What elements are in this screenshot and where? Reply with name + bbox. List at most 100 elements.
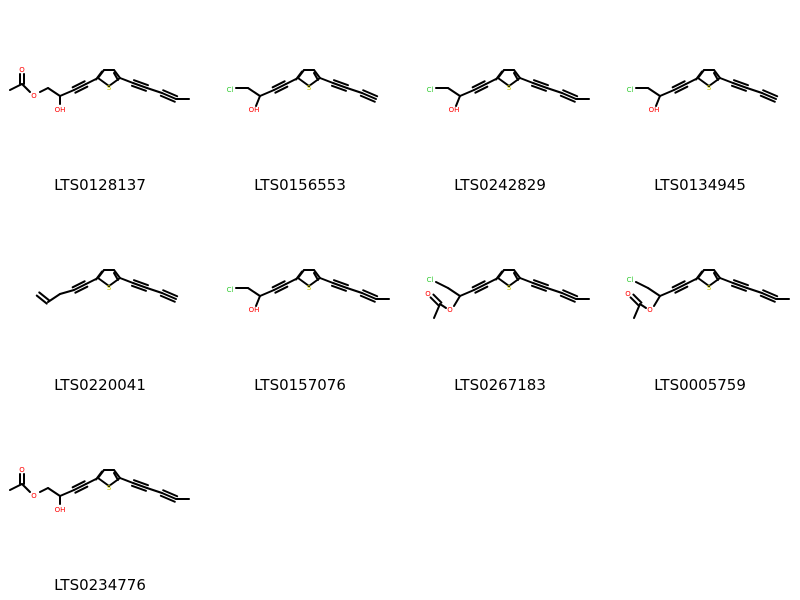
triple-bond [471, 80, 486, 89]
triple-bond [732, 282, 748, 289]
ring-double-bond [713, 272, 719, 281]
molecule-id-label: LTS0156553 [254, 176, 346, 194]
methyl-bond [433, 303, 441, 319]
methyl-bond [9, 483, 23, 491]
triple-bond [271, 280, 286, 289]
single-bond [685, 77, 699, 85]
sulfur-atom: S [507, 84, 512, 92]
chlorine-label: Cl [427, 86, 434, 94]
sulfur-atom: S [107, 84, 112, 92]
triple-bond [671, 280, 686, 289]
single-bond [685, 277, 699, 285]
triple-bond [162, 489, 179, 498]
ring-double-bond [113, 472, 119, 481]
triple-bond [471, 280, 486, 289]
triple-bond [273, 283, 287, 291]
single-bond [59, 489, 75, 497]
triple-bond [362, 289, 379, 298]
ring-bond [497, 277, 510, 287]
triple-bond [562, 89, 579, 98]
triple-bond [73, 283, 87, 291]
single-bond [435, 281, 449, 289]
molecule-cell: S Cl O O LTS0267183 [400, 200, 600, 400]
triple-bond [73, 83, 87, 91]
single-bond [146, 87, 163, 94]
single-bond [146, 487, 163, 494]
triple-bond [133, 279, 150, 287]
double-bond [629, 296, 640, 307]
triple-bond [273, 83, 287, 91]
triple-bond [133, 79, 150, 87]
triple-bond [473, 283, 487, 291]
molecule-id-label: LTS0234776 [54, 576, 146, 594]
single-bond [459, 89, 475, 97]
single-bond [146, 287, 163, 294]
molecule-structure: S Cl OH [227, 269, 390, 314]
molecule-structure: S Cl OH [427, 69, 590, 114]
triple-bond [74, 85, 89, 94]
triple-bond [162, 289, 179, 298]
ring-bond [97, 277, 110, 287]
triple-bond [274, 285, 289, 294]
single-bond [255, 295, 261, 307]
molecule-structure: S Cl OH [627, 69, 779, 114]
triple-bond [532, 82, 548, 89]
molecule-cell: S OH O O LTS0128137 [0, 0, 200, 200]
single-bond [639, 303, 647, 309]
triple-bond [132, 82, 148, 89]
triple-bond [762, 89, 779, 98]
sulfur-atom: S [507, 284, 512, 292]
triple-bond [673, 283, 687, 291]
oxygen-atom: O [625, 290, 631, 298]
molecule-structure: S Cl O O [625, 269, 790, 319]
triple-bond [161, 92, 177, 100]
triple-bond [74, 285, 89, 294]
single-bond [21, 83, 31, 93]
triple-bond [330, 84, 347, 92]
triple-bond [333, 79, 350, 87]
triple-bond [733, 79, 750, 87]
single-bond [653, 295, 661, 307]
molecule-id-label: LTS0128137 [54, 176, 146, 194]
ring-double-bond [513, 72, 519, 81]
single-bond [285, 277, 299, 285]
single-bond [85, 477, 99, 485]
ring-double-bond [313, 72, 319, 81]
molecule-structure: S OH O O [9, 466, 190, 514]
triple-bond [71, 480, 86, 489]
oxygen-atom: O [19, 466, 25, 474]
molecule-cell: S Cl O O LTS0005759 [600, 200, 800, 400]
single-bond [659, 89, 675, 97]
triple-bond [132, 482, 148, 489]
triple-bond [674, 285, 689, 294]
single-bond [546, 287, 563, 294]
triple-bond [762, 289, 779, 298]
triple-bond [530, 284, 547, 292]
triple-bond [671, 80, 686, 89]
single-bond [346, 87, 363, 94]
triple-bond [532, 282, 548, 289]
sulfur-atom: S [707, 284, 712, 292]
triple-bond [159, 294, 176, 303]
hydroxyl-label: OH [249, 306, 260, 314]
hydroxyl-label: OH [449, 106, 460, 114]
triple-bond [333, 279, 350, 287]
single-bond [59, 289, 75, 295]
ring-bond [713, 269, 721, 279]
chlorine-label: Cl [227, 86, 234, 94]
triple-bond [130, 84, 147, 92]
triple-bond [474, 285, 489, 294]
single-bond [39, 487, 49, 493]
sulfur-atom: S [107, 284, 112, 292]
single-bond [719, 77, 734, 84]
methyl-bond [633, 303, 641, 319]
single-bond [719, 277, 734, 284]
triple-bond [761, 292, 777, 300]
single-bond [746, 87, 763, 94]
ring-double-bond [113, 72, 119, 81]
triple-bond [732, 82, 748, 89]
single-bond [455, 95, 461, 107]
hydroxyl-label: OH [249, 106, 260, 114]
triple-bond [162, 89, 179, 98]
